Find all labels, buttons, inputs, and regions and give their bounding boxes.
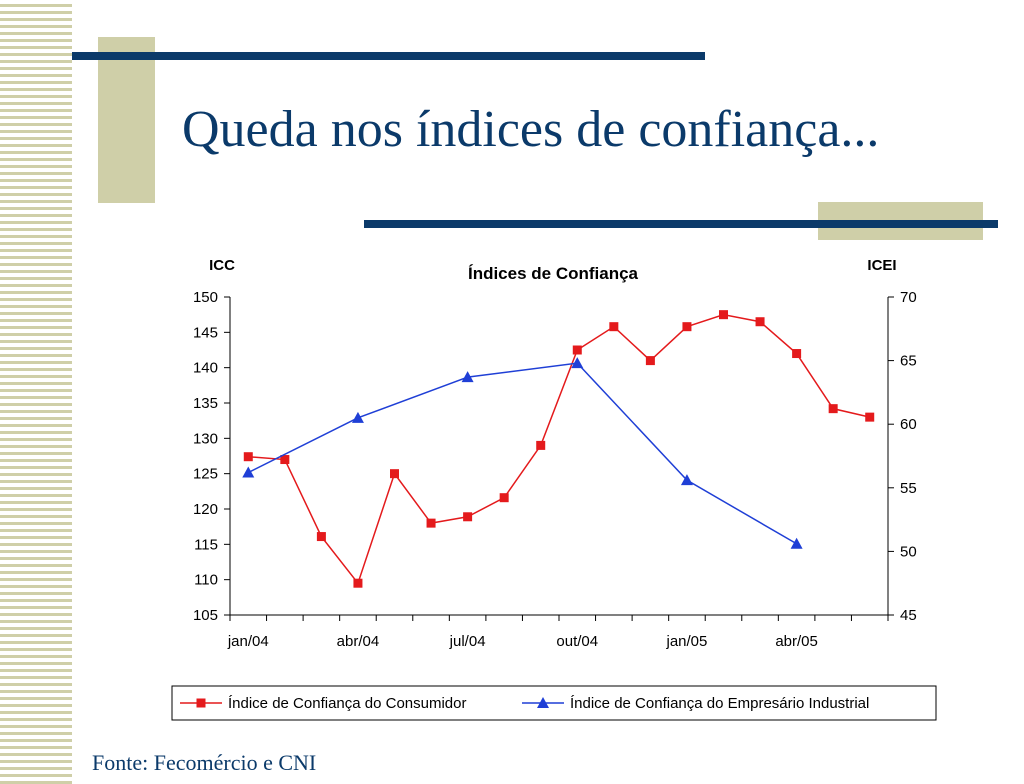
left-y-tick-label: 115 bbox=[194, 536, 218, 553]
icc-series-line bbox=[248, 313, 870, 585]
slide-title: Queda nos índices de confiança... bbox=[182, 101, 880, 158]
icc-point bbox=[426, 518, 436, 528]
left-y-tick-label: 145 bbox=[193, 324, 218, 341]
legend-icei-marker bbox=[537, 697, 549, 708]
icc-point bbox=[463, 512, 473, 522]
icei-point bbox=[351, 411, 364, 423]
right-axis-title: ICEI bbox=[867, 257, 896, 274]
icei-point bbox=[461, 371, 474, 383]
icc-point bbox=[280, 455, 290, 465]
icei-point bbox=[242, 466, 255, 478]
icc-point bbox=[316, 532, 326, 542]
icc-point bbox=[572, 345, 582, 355]
x-tick-label: jul/04 bbox=[449, 633, 486, 650]
navy-bar-bottom bbox=[364, 220, 998, 228]
icei-point bbox=[790, 537, 803, 549]
icc-point bbox=[865, 412, 875, 422]
left-y-tick-label: 135 bbox=[193, 395, 218, 412]
icc-point bbox=[828, 404, 838, 414]
icei-point bbox=[680, 474, 693, 486]
icc-point bbox=[353, 578, 363, 588]
navy-bar-top bbox=[72, 52, 705, 60]
right-y-tick-label: 55 bbox=[900, 480, 917, 497]
icc-point bbox=[609, 322, 619, 332]
left-y-tick-label: 105 bbox=[193, 607, 218, 624]
x-tick-label: abr/04 bbox=[337, 633, 380, 650]
right-y-tick-label: 70 bbox=[900, 289, 917, 306]
icc-point bbox=[755, 317, 765, 327]
icc-point bbox=[536, 440, 546, 450]
icc-point bbox=[719, 310, 728, 320]
icc-point bbox=[792, 349, 802, 359]
right-y-tick-label: 60 bbox=[900, 416, 917, 433]
legend-icc-marker bbox=[196, 698, 206, 708]
right-y-tick-label: 45 bbox=[900, 607, 917, 624]
x-tick-label: out/04 bbox=[556, 633, 598, 650]
left-y-tick-label: 140 bbox=[193, 360, 218, 377]
icc-point bbox=[645, 356, 655, 366]
legend-icei-label: Índice de Confiança do Empresário Indust… bbox=[570, 695, 869, 712]
left-y-tick-label: 150 bbox=[193, 289, 218, 306]
left-y-tick-label: 125 bbox=[193, 466, 218, 483]
icei-point bbox=[571, 357, 584, 369]
icei-series-line bbox=[247, 362, 797, 545]
right-y-tick-label: 50 bbox=[900, 543, 917, 560]
left-y-tick-label: 120 bbox=[193, 501, 218, 518]
left-y-tick-label: 130 bbox=[193, 430, 218, 447]
chart-title: Índices de Confiança bbox=[468, 264, 639, 283]
icc-point bbox=[243, 452, 253, 462]
olive-block-left bbox=[98, 37, 155, 203]
icc-point bbox=[682, 322, 692, 332]
icc-point bbox=[499, 493, 509, 503]
left-y-tick-label: 110 bbox=[194, 572, 218, 589]
icc-point bbox=[390, 469, 399, 479]
x-tick-label: abr/05 bbox=[775, 633, 818, 650]
x-tick-label: jan/04 bbox=[227, 633, 269, 650]
left-axis-title: ICC bbox=[209, 257, 235, 274]
source-note: Fonte: Fecomércio e CNI bbox=[92, 750, 317, 775]
x-tick-label: jan/05 bbox=[666, 633, 708, 650]
legend-icc-label: Índice de Confiança do Consumidor bbox=[228, 695, 466, 712]
right-y-tick-label: 65 bbox=[900, 353, 917, 370]
decorative-stripes bbox=[0, 0, 72, 784]
